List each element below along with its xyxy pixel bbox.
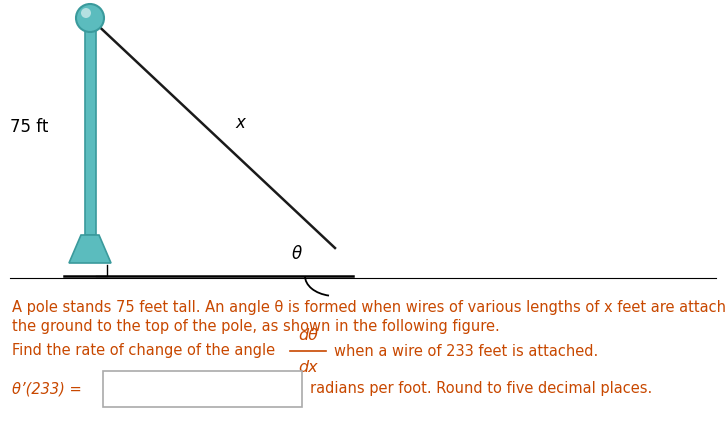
Text: 75 ft: 75 ft bbox=[9, 117, 48, 135]
Bar bbox=[84, 18, 96, 235]
Text: radians per foot. Round to five decimal places.: radians per foot. Round to five decimal … bbox=[310, 381, 652, 396]
Text: A pole stands 75 feet tall. An angle θ is formed when wires of various lengths o: A pole stands 75 feet tall. An angle θ i… bbox=[12, 300, 726, 315]
Text: dx: dx bbox=[298, 360, 318, 374]
FancyBboxPatch shape bbox=[103, 371, 302, 407]
Text: Find the rate of change of the angle: Find the rate of change of the angle bbox=[12, 343, 275, 358]
Circle shape bbox=[81, 8, 91, 18]
Text: dθ: dθ bbox=[298, 328, 318, 343]
Text: θ’(233) =: θ’(233) = bbox=[12, 381, 82, 396]
Text: the ground to the top of the pole, as shown in the following figure.: the ground to the top of the pole, as sh… bbox=[12, 319, 499, 334]
Text: when a wire of 233 feet is attached.: when a wire of 233 feet is attached. bbox=[334, 343, 598, 358]
Text: x: x bbox=[235, 114, 245, 132]
Polygon shape bbox=[69, 235, 111, 263]
Text: θ: θ bbox=[292, 245, 302, 263]
Circle shape bbox=[76, 4, 104, 32]
